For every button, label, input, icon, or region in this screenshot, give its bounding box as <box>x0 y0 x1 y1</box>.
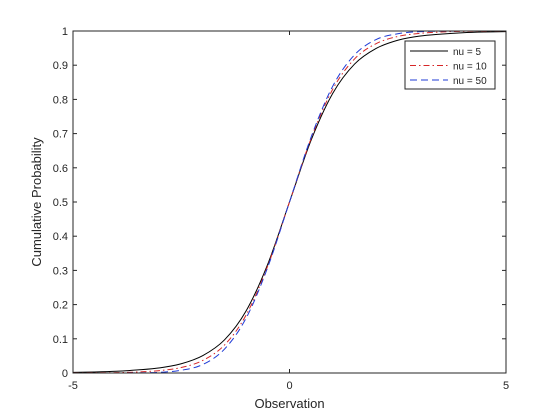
y-tick-label: 0.4 <box>53 231 68 243</box>
y-tick-label: 0.5 <box>53 197 68 209</box>
x-tick-label: -5 <box>68 380 78 392</box>
y-tick-label: 0.9 <box>53 60 68 72</box>
y-tick-label: 0.8 <box>53 94 68 106</box>
y-tick-label: 0.6 <box>53 163 68 175</box>
x-tick-label: 0 <box>286 380 292 392</box>
x-axis-label: Observation <box>254 396 324 411</box>
axis-ticks: -5 0 500.10.20.30.40.50.60.70.80.91 <box>53 26 509 392</box>
legend-label-0: nu = 5 <box>453 47 482 58</box>
y-axis-label: Cumulative Probability <box>29 137 44 267</box>
y-tick-label: 0 <box>62 368 68 380</box>
y-tick-label: 0.1 <box>53 334 68 346</box>
y-tick-label: 0.3 <box>53 265 68 277</box>
legend-label-2: nu = 50 <box>453 76 487 87</box>
legend-label-1: nu = 10 <box>453 62 487 73</box>
legend: nu = 5 nu = 10 nu = 50 <box>404 40 496 90</box>
x-tick-label: 5 <box>503 380 509 392</box>
y-tick-label: 0.2 <box>53 300 68 312</box>
y-tick-label: 1 <box>62 26 68 38</box>
y-tick-label: 0.7 <box>53 129 68 141</box>
